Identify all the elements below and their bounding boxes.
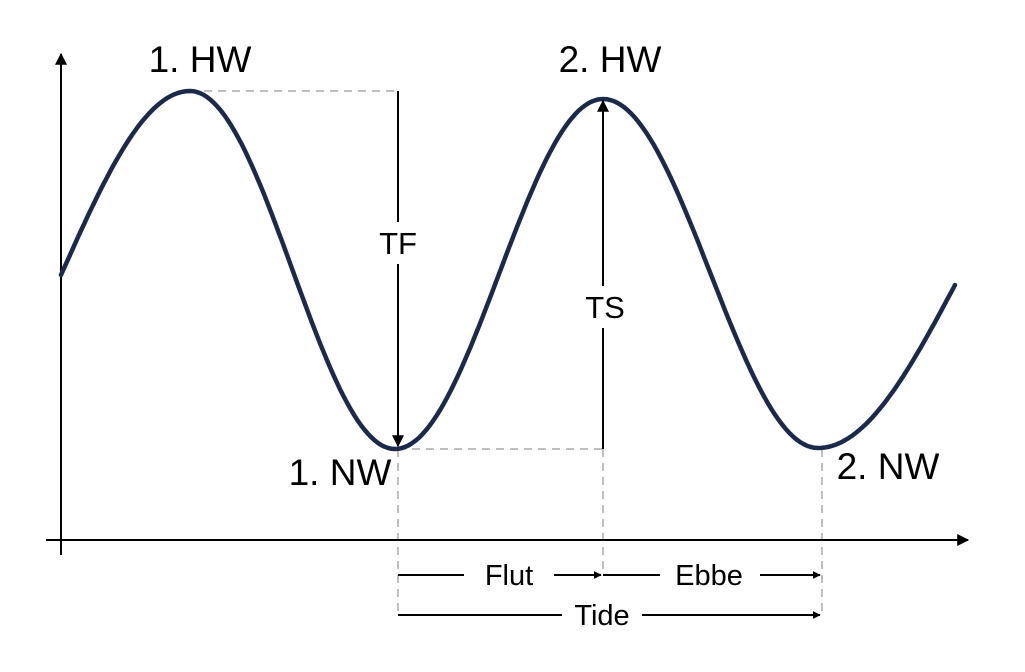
- nw2-label: 2. NW: [837, 446, 940, 487]
- flut-label: Flut: [485, 560, 533, 592]
- ebbe-label: Ebbe: [675, 560, 743, 592]
- hw1-label: 1. HW: [149, 39, 252, 80]
- tide-label: Tide: [574, 600, 629, 632]
- ts-label: TS: [585, 290, 625, 325]
- flut-span: Flut: [398, 560, 602, 592]
- tide-span: Tide: [398, 600, 821, 632]
- tide-curve: [58, 88, 958, 452]
- guide-lines: [190, 90, 823, 615]
- hw2-label: 2. HW: [559, 39, 662, 80]
- nw1-label: 1. NW: [289, 452, 392, 493]
- tf-label: TF: [379, 226, 417, 261]
- ebbe-span: Ebbe: [603, 560, 821, 592]
